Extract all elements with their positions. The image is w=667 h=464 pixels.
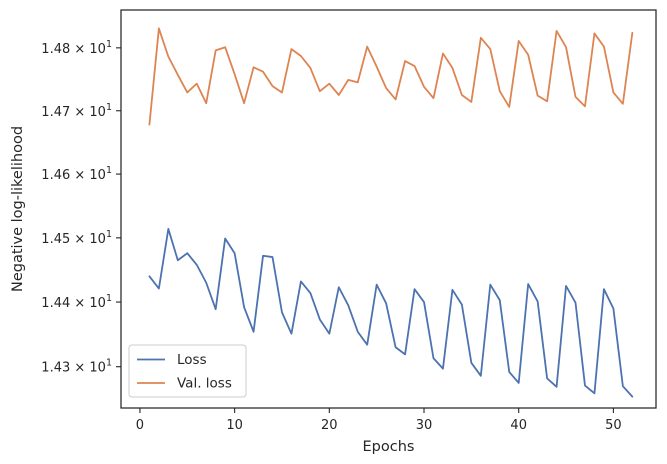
legend: Loss Val. loss [128,344,247,398]
y-tick-label: 1.45 × 101 [41,229,112,247]
x-axis-label: Epochs [363,439,415,455]
y-tick-label: 1.44 × 101 [41,293,112,311]
legend-box [128,344,247,398]
x-tick-label: 50 [605,418,622,433]
x-tick-label: 10 [226,418,243,433]
y-tick-label: 1.43 × 101 [41,358,112,376]
y-tick-label: 1.46 × 101 [41,165,112,183]
series-line-loss [148,227,634,398]
x-axis: 0 10 20 30 40 50 [136,408,622,433]
series-line-val-loss [148,27,634,126]
legend-label-val-loss: Val. loss [177,376,232,392]
x-tick-label: 20 [321,418,338,433]
y-axis-label: Negative log-likelihood [10,126,26,292]
y-tick-label: 1.47 × 101 [41,102,112,120]
x-tick-label: 30 [416,418,433,433]
y-axis: 1.43 × 101 1.44 × 101 1.45 × 101 1.46 × 101… [41,39,121,376]
y-tick-label: 1.48 × 101 [41,39,112,57]
plot-frame [120,9,657,409]
x-tick-label: 0 [136,418,144,433]
x-tick-label: 40 [510,418,527,433]
legend-label-loss: Loss [177,352,207,368]
plot-area [148,27,634,398]
